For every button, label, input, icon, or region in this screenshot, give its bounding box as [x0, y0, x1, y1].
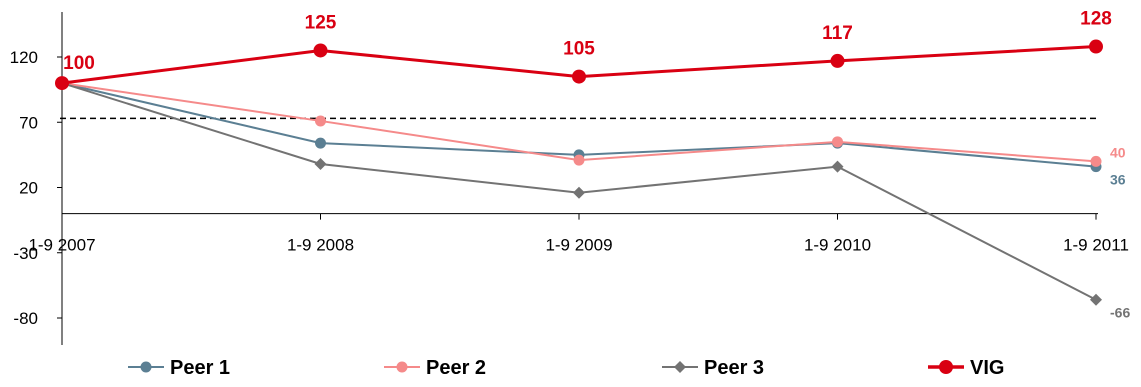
- legend-marker-peer-1: [140, 361, 152, 373]
- end-label-peer-1: 36: [1110, 172, 1126, 188]
- x-tick-label: 1-9 2010: [804, 236, 871, 255]
- y-tick-label: 70: [19, 113, 38, 132]
- data-label-vig-3: 117: [822, 23, 853, 44]
- y-tick-label: -80: [13, 309, 38, 328]
- end-label-peer-2: 40: [1110, 144, 1126, 160]
- point-peer-3-4: [1090, 293, 1102, 306]
- data-label-vig-4: 128: [1080, 9, 1112, 30]
- legend-marker-peer-2: [396, 361, 408, 373]
- series-group: [55, 39, 1103, 306]
- legend-label-peer-3: Peer 3: [704, 357, 764, 379]
- x-tick-label: 1-9 2007: [28, 236, 95, 255]
- point-peer-1-1: [315, 137, 326, 149]
- point-vig-3: [830, 53, 845, 68]
- legend-label-peer-1: Peer 1: [170, 357, 230, 379]
- y-tick-label: -30: [13, 244, 38, 263]
- point-peer-3-1: [314, 158, 327, 171]
- data-label-vig-1: 125: [305, 12, 337, 33]
- y-tick-label: 20: [19, 179, 38, 198]
- point-peer-2-2: [573, 154, 585, 166]
- x-tick-label: 1-9 2009: [545, 236, 612, 255]
- x-axis: 1-9 2007 1-9 2008 1-9 2009 1-9 2010 1-9 2011: [28, 213, 1129, 255]
- point-vig-2: [572, 69, 586, 84]
- point-vig-0: [55, 76, 69, 91]
- legend-label-vig: VIG: [970, 357, 1004, 379]
- legend-marker-vig: [939, 360, 953, 374]
- point-peer-3-3: [831, 160, 844, 173]
- data-label-vig-0: 100: [63, 53, 95, 74]
- data-label-vig-2: 105: [563, 39, 595, 60]
- legend-label-peer-2: Peer 2: [426, 357, 486, 379]
- legend-marker-peer-3: [674, 361, 686, 373]
- legend: Peer 1 Peer 2 Peer 3 VIG: [128, 357, 1004, 379]
- x-tick-label: 1-9 2011: [1063, 236, 1129, 255]
- point-peer-3-2: [573, 186, 585, 199]
- x-tick-label: 1-9 2008: [287, 236, 354, 255]
- data-labels: 100 125 105 117 128 36 40 -66: [63, 9, 1130, 321]
- y-axis: 120 70 20 -30 -80: [10, 12, 63, 345]
- point-peer-2-3: [832, 136, 843, 148]
- point-vig-1: [313, 43, 328, 58]
- point-vig-4: [1089, 39, 1103, 54]
- y-tick-label: 120: [10, 48, 38, 67]
- end-label-peer-3: -66: [1110, 305, 1130, 321]
- point-peer-2-4: [1090, 155, 1102, 167]
- point-peer-2-1: [315, 115, 326, 127]
